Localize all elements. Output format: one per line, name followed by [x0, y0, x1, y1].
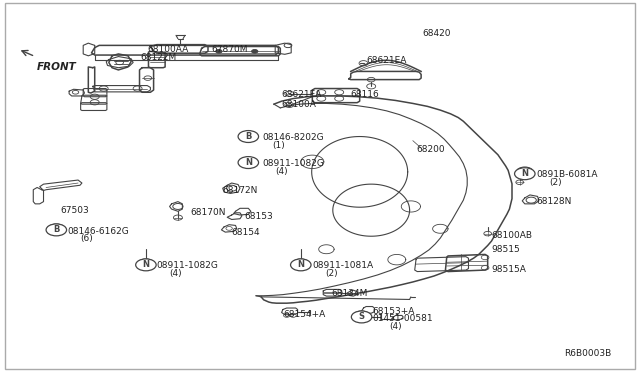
Circle shape [521, 170, 529, 174]
Text: 68100A: 68100A [282, 100, 316, 109]
Text: S: S [358, 312, 365, 321]
Text: 68134M: 68134M [332, 289, 368, 298]
Text: (4): (4) [389, 322, 402, 331]
Text: N: N [143, 260, 149, 269]
Circle shape [252, 49, 258, 53]
Circle shape [142, 261, 150, 266]
Circle shape [291, 259, 311, 271]
Text: 68172N: 68172N [223, 186, 258, 195]
Text: (4): (4) [170, 269, 182, 278]
Circle shape [216, 49, 222, 53]
Text: N: N [298, 260, 304, 269]
Text: 68154: 68154 [232, 228, 260, 237]
Text: (2): (2) [549, 178, 562, 187]
Text: 68621EA: 68621EA [366, 56, 406, 65]
Text: 68128N: 68128N [536, 197, 572, 206]
Text: 68420: 68420 [422, 29, 451, 38]
Text: 08146-6162G: 08146-6162G [67, 227, 129, 236]
Text: 68153: 68153 [244, 212, 273, 221]
Text: 68122M: 68122M [141, 53, 177, 62]
Circle shape [238, 157, 259, 169]
Text: 68116: 68116 [351, 90, 380, 99]
Text: N: N [245, 158, 252, 167]
Circle shape [46, 224, 67, 236]
Text: 98515: 98515 [492, 246, 520, 254]
Text: (1): (1) [272, 141, 285, 150]
Text: N: N [522, 169, 528, 178]
Text: 68100AA: 68100AA [147, 45, 188, 54]
Circle shape [358, 313, 365, 318]
Text: B: B [53, 225, 60, 234]
Text: (4): (4) [275, 167, 288, 176]
Text: 67870M: 67870M [211, 45, 248, 54]
Circle shape [136, 259, 156, 271]
Text: 68200: 68200 [416, 145, 445, 154]
Text: 08911-1082G: 08911-1082G [262, 159, 324, 168]
Text: 01451-00581: 01451-00581 [372, 314, 433, 323]
Circle shape [238, 131, 259, 142]
Circle shape [293, 259, 308, 268]
Text: 98515A: 98515A [492, 265, 526, 274]
Circle shape [351, 311, 372, 323]
Text: 68154+A: 68154+A [283, 310, 325, 319]
Text: (6): (6) [80, 234, 93, 243]
Text: B: B [245, 132, 252, 141]
Circle shape [515, 168, 535, 180]
Text: 08146-8202G: 08146-8202G [262, 133, 324, 142]
Text: 68170N: 68170N [191, 208, 226, 217]
Text: (2): (2) [325, 269, 338, 278]
Circle shape [516, 167, 533, 177]
Text: 08911-1082G: 08911-1082G [157, 262, 219, 270]
Text: R6B0003B: R6B0003B [564, 349, 611, 358]
Circle shape [297, 261, 305, 266]
Text: 68621EA: 68621EA [282, 90, 322, 99]
Text: 68100AB: 68100AB [492, 231, 532, 240]
Text: 08911-1081A: 08911-1081A [312, 262, 374, 270]
Circle shape [48, 224, 65, 234]
Circle shape [52, 226, 61, 231]
Text: FRONT: FRONT [37, 62, 77, 72]
Text: 68153+A: 68153+A [372, 307, 415, 316]
Circle shape [138, 259, 154, 268]
Text: 0891B-6081A: 0891B-6081A [536, 170, 598, 179]
Text: 67503: 67503 [61, 206, 90, 215]
